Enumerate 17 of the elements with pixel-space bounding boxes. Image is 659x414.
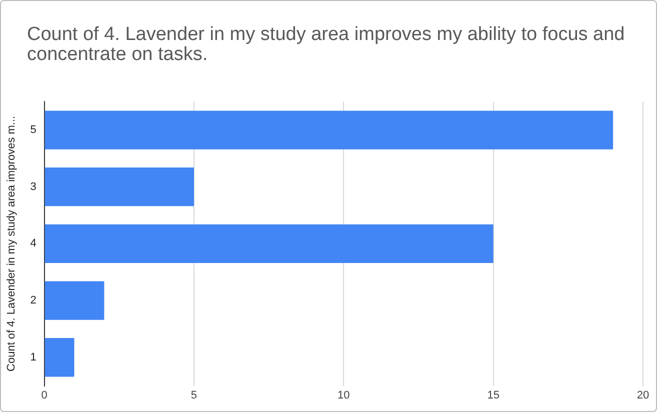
x-tick-label: 5 — [190, 389, 198, 402]
y-tick-label: 5 — [30, 124, 36, 136]
chart-title: Count of 4. Lavender in my study area improves my ability to focus and concentrate on tasks. — [27, 24, 626, 65]
y-tick-label: 2 — [30, 294, 36, 307]
x-tick-label: 15 — [487, 389, 500, 402]
y-axis-title: Count of 4. Lavender in my study area improves m... — [6, 116, 18, 372]
y-tick-label: 1 — [30, 351, 36, 364]
x-tick-label: 10 — [338, 389, 350, 402]
bar — [44, 281, 104, 320]
y-tick-label: 3 — [30, 180, 36, 193]
x-tick-label: 0 — [41, 389, 48, 402]
y-tick-label: 4 — [30, 238, 36, 250]
bar — [44, 224, 494, 264]
bar — [44, 168, 194, 206]
bar — [44, 338, 74, 377]
bar — [44, 110, 614, 150]
x-tick-label: 20 — [636, 389, 650, 402]
